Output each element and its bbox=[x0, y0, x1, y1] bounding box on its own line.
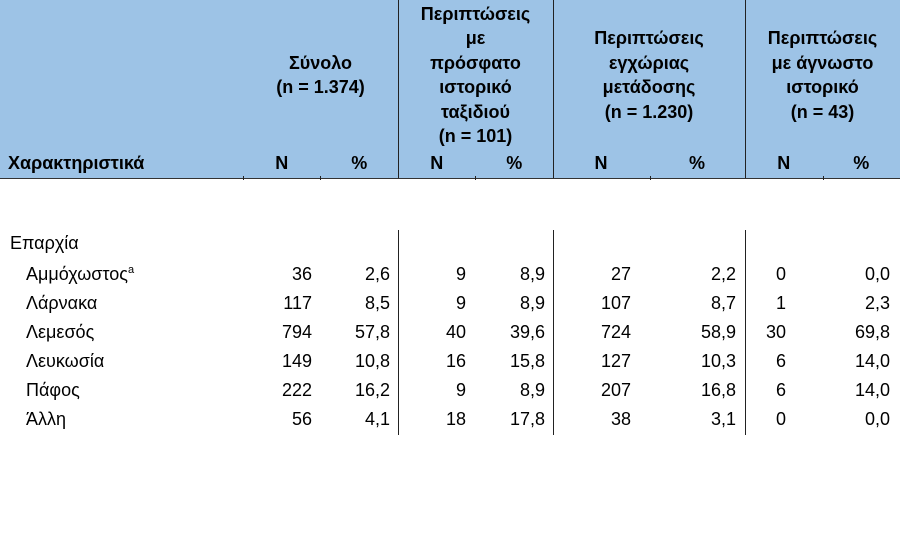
cell: 127 bbox=[600, 351, 631, 371]
group-title: Περιπτώσεις εγχώριας μετάδοσης (n = 1.23… bbox=[594, 28, 704, 122]
cell: 38 bbox=[610, 409, 631, 429]
cell: 10,3 bbox=[700, 351, 736, 371]
cell: 57,8 bbox=[354, 322, 390, 342]
n-header: N bbox=[594, 153, 608, 173]
cell: 724 bbox=[600, 322, 631, 342]
table-header bbox=[0, 0, 900, 179]
tick bbox=[320, 176, 321, 180]
cell: 0 bbox=[775, 264, 786, 284]
row-label: Πάφος bbox=[26, 380, 80, 400]
cell: 15,8 bbox=[509, 351, 545, 371]
cell: 149 bbox=[281, 351, 312, 371]
cell: 9 bbox=[455, 264, 466, 284]
column-separator bbox=[745, 230, 746, 435]
row-label: Αμμόχωστοςa bbox=[26, 264, 135, 284]
cell: 8,9 bbox=[519, 380, 545, 400]
header-separator bbox=[398, 0, 399, 178]
row-label: Λεμεσός bbox=[26, 322, 95, 342]
cell: 27 bbox=[610, 264, 631, 284]
tick bbox=[243, 176, 244, 180]
cell: 0,0 bbox=[864, 264, 890, 284]
cell: 39,6 bbox=[509, 322, 545, 342]
header-separator bbox=[553, 0, 554, 178]
cell: 30 bbox=[765, 322, 786, 342]
cell: 1 bbox=[775, 293, 786, 313]
tick bbox=[650, 176, 651, 180]
cell: 36 bbox=[291, 264, 312, 284]
cell: 222 bbox=[281, 380, 312, 400]
cell: 117 bbox=[283, 293, 312, 313]
cell: 9 bbox=[455, 380, 466, 400]
n-header: N bbox=[430, 153, 444, 173]
cell: 16,2 bbox=[354, 380, 390, 400]
cell: 9 bbox=[455, 293, 466, 313]
n-header: N bbox=[777, 153, 791, 173]
cell: 8,9 bbox=[519, 293, 545, 313]
cell: 3,1 bbox=[710, 409, 736, 429]
cell: 794 bbox=[281, 322, 312, 342]
group-title: Περιπτώσεις με πρόσφατο ιστορικό ταξιδιο… bbox=[420, 3, 531, 147]
n-header: N bbox=[275, 153, 289, 173]
cell: 69,8 bbox=[854, 322, 890, 342]
cell: 6 bbox=[775, 380, 786, 400]
pct-header: % bbox=[506, 153, 523, 173]
cell: 107 bbox=[600, 293, 631, 313]
cell: 16,8 bbox=[700, 380, 736, 400]
row-label: Λάρνακα bbox=[26, 293, 98, 313]
cell: 2,6 bbox=[364, 264, 390, 284]
tick bbox=[823, 176, 824, 180]
cell: 58,9 bbox=[700, 322, 736, 342]
cell: 6 bbox=[775, 351, 786, 371]
cell: 0,0 bbox=[864, 409, 890, 429]
section-label: Επαρχία bbox=[10, 233, 79, 253]
pct-header: % bbox=[351, 153, 368, 173]
cell: 10,8 bbox=[354, 351, 390, 371]
cell: 8,7 bbox=[710, 293, 736, 313]
cell: 8,9 bbox=[519, 264, 545, 284]
row-label-header: Χαρακτηριστικά bbox=[8, 153, 145, 173]
tick bbox=[475, 176, 476, 180]
row-label: Άλλη bbox=[26, 409, 67, 429]
row-label: Λευκωσία bbox=[26, 351, 105, 371]
cell: 18 bbox=[445, 409, 466, 429]
cell: 56 bbox=[291, 409, 312, 429]
cell: 207 bbox=[600, 380, 631, 400]
cell: 16 bbox=[445, 351, 466, 371]
cell: 0 bbox=[775, 409, 786, 429]
header-separator bbox=[745, 0, 746, 178]
column-separator bbox=[553, 230, 554, 435]
cell: 14,0 bbox=[854, 380, 890, 400]
cell: 8,5 bbox=[364, 293, 390, 313]
column-separator bbox=[398, 230, 399, 435]
pct-header: % bbox=[688, 153, 705, 173]
group-title: Σύνολο (n = 1.374) bbox=[276, 52, 365, 98]
cell: 14,0 bbox=[854, 351, 890, 371]
cell: 2,2 bbox=[710, 264, 736, 284]
cell: 2,3 bbox=[864, 293, 890, 313]
footnote-marker: a bbox=[127, 264, 135, 276]
cell: 17,8 bbox=[509, 409, 545, 429]
pct-header: % bbox=[853, 153, 870, 173]
cell: 40 bbox=[445, 322, 466, 342]
group-title: Περιπτώσεις με άγνωστο ιστορικό (n = 43) bbox=[767, 28, 878, 122]
cell: 4,1 bbox=[364, 409, 390, 429]
